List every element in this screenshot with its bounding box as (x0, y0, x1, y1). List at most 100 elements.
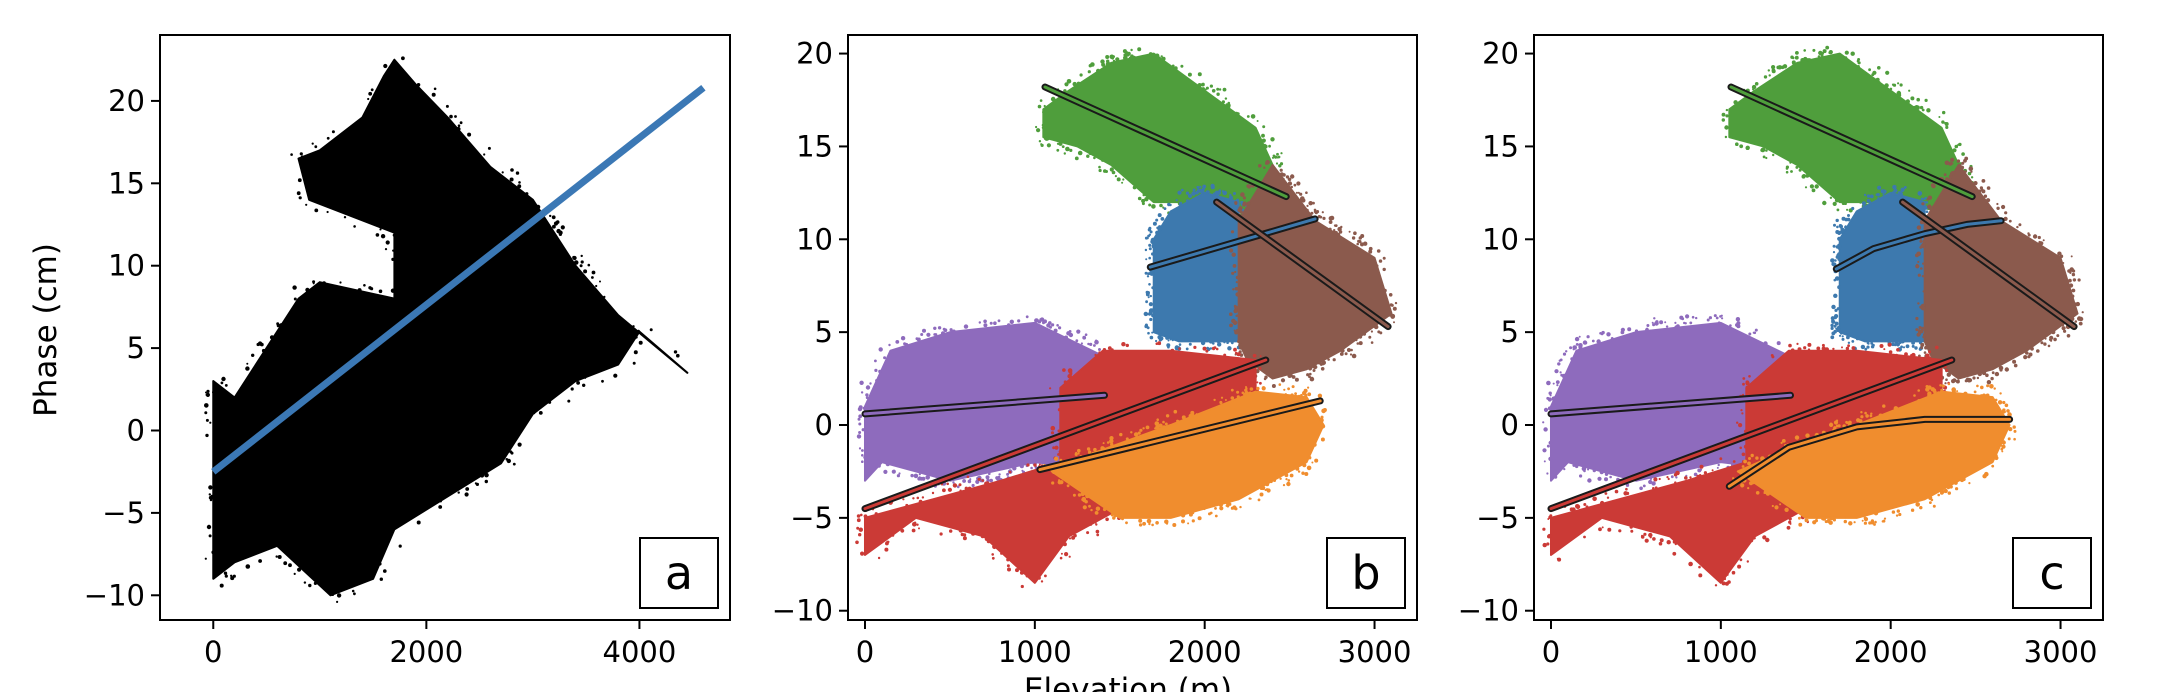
scatter-point (205, 392, 210, 397)
scatter-point (942, 327, 946, 331)
scatter-point (1328, 227, 1332, 231)
scatter-point (580, 254, 583, 258)
scatter-point (1318, 417, 1322, 421)
scatter-point (1388, 293, 1393, 297)
scatter-point (438, 505, 443, 509)
scatter-point (465, 487, 470, 491)
scatter-point (1321, 211, 1324, 214)
scatter-point (1952, 148, 1957, 153)
scatter-point (1155, 339, 1158, 343)
fit-line (1729, 85, 1974, 199)
scatter-point (1548, 515, 1552, 520)
scatter-point (1765, 156, 1768, 160)
scatter-point (517, 442, 522, 447)
scatter-point (1227, 101, 1231, 105)
scatter-point (1740, 483, 1745, 488)
scatter-point (1743, 429, 1748, 434)
scatter-point (1584, 341, 1588, 345)
scatter-point (1263, 144, 1268, 149)
scatter-point (1332, 358, 1336, 362)
scatter-point (1044, 574, 1047, 578)
scatter-point (353, 225, 356, 228)
scatter-point (1839, 230, 1843, 234)
scatter-point (1261, 138, 1266, 143)
scatter-point (1786, 525, 1791, 530)
scatter-point (1922, 239, 1927, 244)
panel-label: b (1351, 546, 1380, 600)
scatter-point (1141, 198, 1146, 203)
scatter-point (1053, 328, 1058, 333)
scatter-point (1725, 114, 1729, 118)
scatter-point (2056, 334, 2060, 338)
scatter-point (1765, 537, 1770, 543)
scatter-point (1050, 425, 1056, 431)
scatter-point (501, 171, 504, 174)
scatter-point (1275, 162, 1279, 165)
scatter-point (1721, 118, 1726, 122)
scatter-point (1542, 527, 1546, 531)
scatter-point (2068, 278, 2072, 283)
scatter-point (1058, 450, 1062, 454)
scatter-point (1040, 143, 1043, 146)
scatter-point (1928, 350, 1931, 354)
scatter-point (2049, 335, 2054, 340)
scatter-point (305, 203, 308, 206)
scatter-point (1976, 376, 1980, 380)
scatter-point (1172, 523, 1177, 527)
scatter-point (1948, 161, 1953, 166)
scatter-point (230, 576, 235, 581)
x-tick-label: 3000 (2024, 635, 2098, 669)
scatter-point (1547, 518, 1550, 520)
scatter-point (1857, 61, 1861, 65)
scatter-point (946, 482, 949, 486)
scatter-point (1788, 517, 1792, 521)
scatter-point (958, 483, 962, 487)
scatter-point (1591, 339, 1595, 343)
scatter-point (1234, 286, 1239, 291)
scatter-point (898, 472, 901, 475)
scatter-point (1693, 472, 1698, 477)
scatter-point (1239, 210, 1243, 214)
scatter-point (1666, 540, 1671, 545)
scatter-point (900, 528, 905, 533)
scatter-point (1144, 236, 1148, 240)
scatter-point (633, 350, 638, 355)
scatter-point (958, 528, 963, 533)
scatter-point (1653, 317, 1656, 320)
scatter-point (1750, 539, 1754, 543)
scatter-point (916, 496, 920, 500)
scatter-point (1317, 393, 1323, 398)
scatter-point (1242, 202, 1246, 207)
scatter-point (1165, 335, 1170, 340)
fit-line (1215, 200, 1390, 329)
scatter-point (1211, 89, 1216, 93)
y-tick-label: 5 (1501, 315, 1519, 349)
scatter-point (1339, 352, 1344, 356)
scatter-point (1105, 517, 1109, 522)
scatter-point (1997, 400, 2003, 405)
scatter-point (383, 63, 388, 69)
scatter-point (2004, 403, 2009, 408)
scatter-point (1068, 555, 1071, 558)
scatter-point (1917, 331, 1922, 336)
scatter-point (1157, 213, 1162, 218)
scatter-point (1832, 347, 1835, 351)
scatter-point (942, 332, 945, 336)
scatter-point (1760, 147, 1766, 153)
scatter-point (383, 569, 387, 573)
scatter-point (1235, 292, 1240, 297)
scatter-point (245, 366, 250, 371)
scatter-point (1305, 191, 1308, 194)
scatter-point (1713, 314, 1717, 318)
fit-line (1038, 399, 1322, 472)
scatter-point (1214, 190, 1220, 195)
scatter-point (1230, 506, 1234, 510)
scatter-point (1740, 409, 1743, 412)
scatter-point (1145, 425, 1150, 430)
scatter-point (1234, 202, 1238, 205)
scatter-point (1237, 309, 1240, 312)
scatter-point (1333, 229, 1336, 232)
scatter-point (1807, 342, 1812, 347)
scatter-point (1716, 466, 1719, 469)
scatter-point (1305, 208, 1309, 212)
